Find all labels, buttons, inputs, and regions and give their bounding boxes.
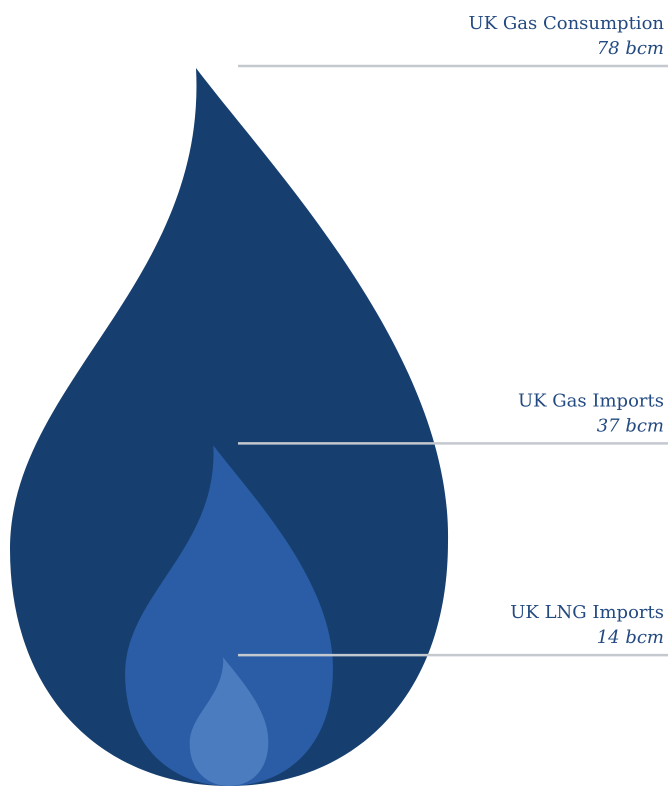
series-name: UK Gas Consumption bbox=[469, 13, 665, 34]
flame bbox=[10, 68, 449, 786]
value-label: 14 bcm bbox=[597, 627, 664, 648]
value-label: 78 bcm bbox=[597, 38, 664, 59]
series-name: UK Gas Imports bbox=[518, 390, 664, 411]
value-label: 37 bcm bbox=[597, 415, 664, 436]
flame bbox=[189, 657, 269, 786]
flame bbox=[125, 445, 333, 786]
series-name: UK LNG Imports bbox=[510, 602, 664, 623]
